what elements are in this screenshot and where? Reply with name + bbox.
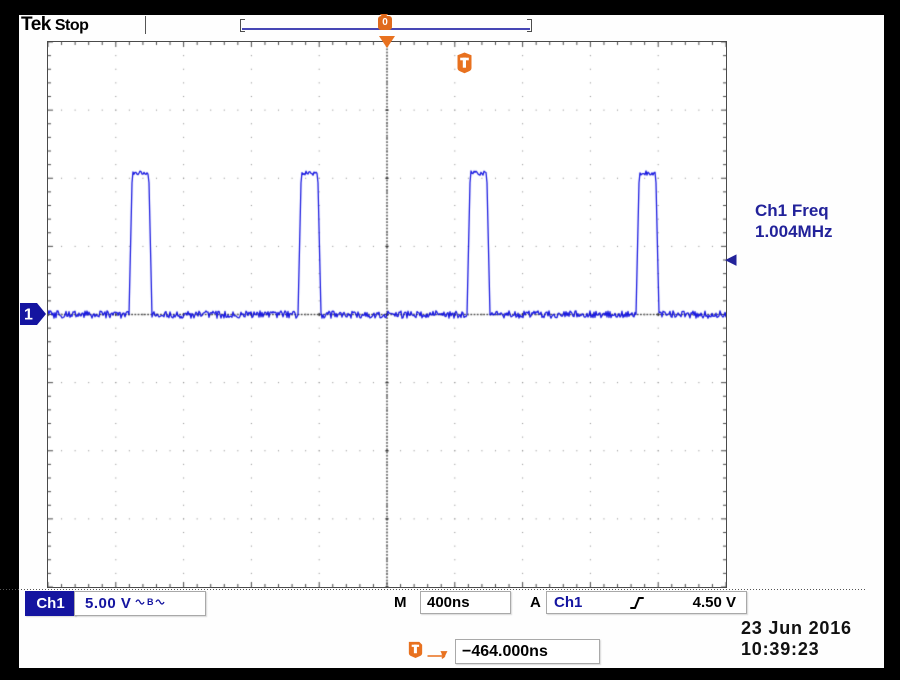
svg-text:B: B (147, 597, 154, 607)
svg-text:1: 1 (24, 307, 33, 324)
